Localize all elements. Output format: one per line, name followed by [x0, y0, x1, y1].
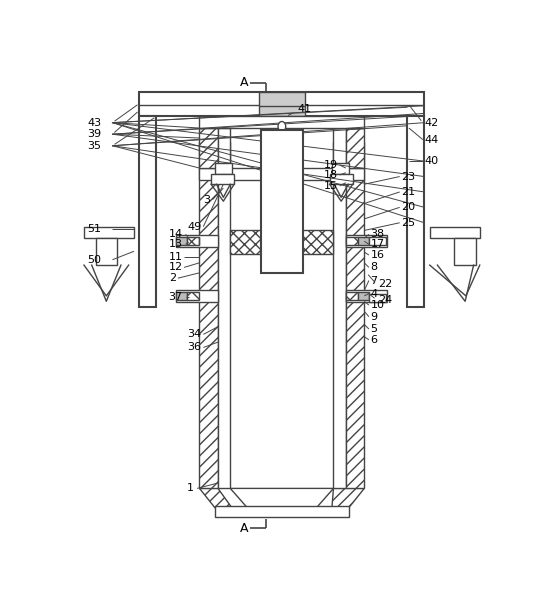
- Text: 7: 7: [371, 275, 377, 286]
- Polygon shape: [230, 488, 333, 508]
- Ellipse shape: [278, 132, 286, 142]
- Text: 3: 3: [204, 195, 210, 204]
- Text: A: A: [240, 76, 248, 89]
- Ellipse shape: [278, 143, 286, 153]
- Bar: [408, 117, 425, 307]
- Bar: [258, 92, 305, 117]
- Text: A: A: [240, 522, 248, 535]
- Polygon shape: [332, 488, 364, 508]
- Text: 17: 17: [371, 240, 384, 249]
- Bar: [346, 237, 358, 245]
- Text: 15: 15: [324, 181, 338, 191]
- Bar: [96, 238, 117, 265]
- Bar: [358, 237, 369, 245]
- Bar: [346, 235, 387, 247]
- Bar: [177, 292, 187, 299]
- Text: 10: 10: [371, 300, 384, 310]
- Bar: [430, 227, 480, 238]
- Bar: [369, 295, 386, 302]
- Ellipse shape: [278, 154, 286, 164]
- Text: 5: 5: [371, 324, 377, 334]
- Text: 37: 37: [169, 292, 183, 302]
- Bar: [84, 227, 134, 238]
- Bar: [140, 92, 425, 117]
- Text: 4: 4: [371, 289, 377, 299]
- Text: 12: 12: [169, 263, 183, 272]
- Bar: [187, 292, 200, 299]
- Text: 49: 49: [187, 221, 201, 232]
- Text: 22: 22: [378, 280, 392, 289]
- Text: 38: 38: [371, 229, 384, 240]
- Bar: [346, 128, 364, 168]
- Polygon shape: [200, 488, 232, 508]
- Bar: [346, 292, 358, 299]
- Bar: [211, 174, 234, 185]
- Text: 40: 40: [425, 156, 438, 166]
- Text: 43: 43: [87, 117, 101, 128]
- Bar: [261, 130, 303, 273]
- Bar: [218, 128, 230, 168]
- Text: 35: 35: [87, 141, 101, 151]
- Text: 36: 36: [187, 342, 201, 353]
- Bar: [346, 290, 387, 302]
- Text: 13: 13: [169, 240, 183, 249]
- Text: 8: 8: [371, 263, 377, 272]
- Text: 11: 11: [169, 252, 183, 261]
- Text: 39: 39: [87, 129, 101, 139]
- Ellipse shape: [278, 122, 286, 131]
- Text: 19: 19: [324, 160, 338, 170]
- Text: 2: 2: [169, 273, 176, 283]
- Bar: [177, 290, 218, 302]
- Bar: [230, 231, 333, 253]
- Text: 42: 42: [425, 117, 438, 128]
- Text: 34: 34: [187, 329, 201, 339]
- Text: 14: 14: [169, 229, 183, 240]
- Bar: [329, 174, 353, 185]
- Bar: [177, 235, 218, 247]
- Text: 16: 16: [371, 250, 384, 260]
- Bar: [218, 142, 230, 488]
- Text: 6: 6: [371, 335, 377, 345]
- Bar: [200, 142, 218, 488]
- Ellipse shape: [278, 186, 286, 196]
- Text: 20: 20: [402, 202, 415, 212]
- Text: 25: 25: [402, 218, 415, 227]
- Bar: [369, 237, 386, 245]
- Text: 41: 41: [297, 104, 311, 114]
- Bar: [454, 238, 476, 265]
- Bar: [140, 117, 156, 307]
- Text: 21: 21: [402, 187, 415, 197]
- Text: 1: 1: [187, 483, 194, 494]
- Bar: [200, 128, 218, 168]
- Text: 51: 51: [87, 224, 101, 234]
- Text: 24: 24: [378, 295, 392, 305]
- Bar: [215, 163, 232, 174]
- Text: 23: 23: [402, 172, 415, 182]
- Bar: [187, 237, 200, 245]
- Text: 44: 44: [425, 134, 438, 145]
- Bar: [200, 168, 364, 180]
- Bar: [200, 117, 364, 128]
- Bar: [358, 292, 369, 299]
- Bar: [332, 163, 349, 174]
- Text: 50: 50: [87, 255, 101, 265]
- Ellipse shape: [278, 175, 286, 185]
- Text: 18: 18: [324, 170, 338, 180]
- Circle shape: [271, 188, 294, 211]
- Ellipse shape: [278, 165, 286, 175]
- Bar: [346, 142, 364, 488]
- Text: 9: 9: [371, 312, 377, 322]
- Bar: [333, 142, 346, 488]
- Bar: [177, 237, 187, 245]
- Bar: [333, 128, 346, 168]
- Bar: [215, 506, 349, 517]
